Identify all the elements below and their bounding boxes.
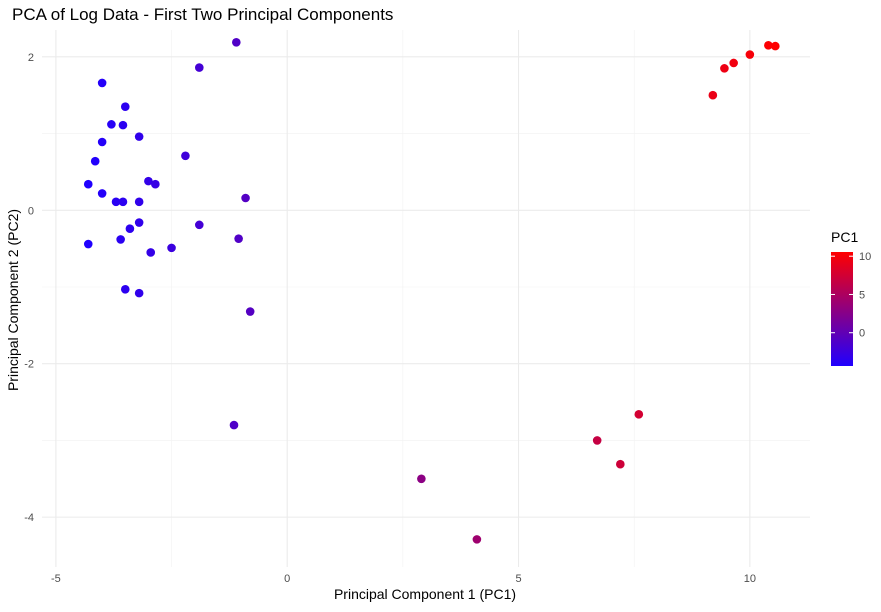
- data-point: [134, 218, 144, 227]
- data-point: [232, 37, 241, 47]
- legend-title: PC1: [831, 229, 858, 245]
- data-point: [241, 193, 250, 203]
- chart-title: PCA of Log Data - First Two Principal Co…: [12, 5, 393, 24]
- y-tick-label: 2: [28, 52, 34, 64]
- data-point: [90, 156, 100, 166]
- data-point: [181, 151, 190, 161]
- data-point: [83, 239, 93, 249]
- data-point: [745, 50, 755, 59]
- data-point: [151, 179, 160, 189]
- x-tick-label: 10: [744, 573, 756, 585]
- legend-tick-label: 5: [859, 289, 865, 301]
- x-tick-label: -5: [51, 573, 61, 585]
- legend-ticks: 0 5 10: [831, 251, 871, 340]
- y-tick-label: -4: [24, 512, 34, 524]
- data-point: [118, 197, 128, 207]
- data-point: [616, 459, 625, 469]
- x-tick-label: 0: [284, 573, 290, 585]
- data-point: [116, 235, 125, 244]
- x-axis-label: Principal Component 1 (PC1): [334, 586, 516, 602]
- data-point: [472, 535, 482, 544]
- data-point: [245, 307, 255, 316]
- data-point: [234, 234, 243, 243]
- data-point: [134, 288, 144, 298]
- data-point: [417, 474, 426, 484]
- data-point: [167, 243, 176, 253]
- data-point: [729, 58, 738, 68]
- data-point: [634, 410, 644, 419]
- data-point: [125, 224, 135, 233]
- data-point: [97, 137, 107, 147]
- data-point: [195, 220, 204, 230]
- data-points: [83, 37, 780, 544]
- y-tick-label: -2: [24, 359, 34, 371]
- data-point: [144, 176, 153, 186]
- data-point: [708, 90, 718, 100]
- data-point: [120, 284, 130, 294]
- data-point: [764, 41, 773, 50]
- x-axis-ticks: -5 0 5 10: [51, 573, 756, 585]
- data-point: [134, 197, 144, 207]
- data-point: [720, 64, 729, 73]
- y-tick-label: 0: [28, 205, 34, 217]
- data-point: [229, 420, 239, 430]
- y-axis-label: Principal Component 2 (PC2): [5, 209, 21, 391]
- data-point: [97, 78, 107, 88]
- data-point: [111, 197, 121, 207]
- data-point: [134, 132, 144, 141]
- data-point: [771, 41, 780, 51]
- x-tick-label: 5: [515, 573, 521, 585]
- legend-tick-label: 10: [859, 251, 871, 263]
- data-point: [146, 248, 156, 257]
- data-point: [83, 179, 93, 189]
- data-point: [195, 63, 204, 72]
- data-point: [592, 436, 602, 445]
- y-axis-ticks: -4 -2 0 2: [24, 52, 34, 524]
- data-point: [97, 189, 107, 198]
- data-point: [118, 120, 128, 130]
- data-point: [120, 102, 130, 112]
- grid-lines: [42, 30, 810, 567]
- color-legend: PC1 0 5 10: [831, 229, 871, 366]
- data-point: [107, 120, 116, 129]
- legend-colorbar: [831, 252, 853, 366]
- legend-tick-label: 0: [859, 328, 865, 340]
